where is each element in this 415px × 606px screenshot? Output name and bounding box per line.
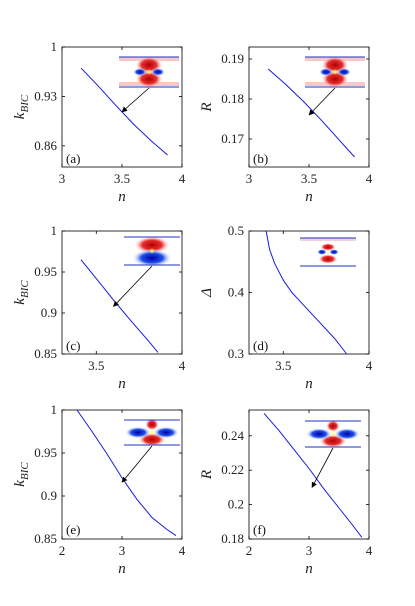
- panel-c: 3.5 4 0.85 0.9 0.95 1 n kBIC (c): [12, 223, 186, 392]
- field-map: [119, 56, 179, 88]
- x-axis-label: n: [118, 561, 126, 577]
- x-tick-label: 4: [179, 358, 186, 373]
- x-tick-label: 3: [306, 543, 313, 558]
- panel-label: (d): [253, 338, 268, 353]
- annotation-arrow: [311, 447, 334, 488]
- field-map: [300, 238, 356, 264]
- y-tick-label: 0.18: [221, 531, 244, 546]
- x-tick-label: 4: [366, 543, 373, 558]
- panel-a: 3 3.5 4 0.86 0.93 1 n kBIC (a): [12, 39, 186, 205]
- y-tick-label: 0.95: [34, 264, 57, 279]
- field-map: [132, 236, 172, 266]
- y-tick-label: 0.9: [41, 488, 57, 503]
- y-tick-label: 1: [51, 39, 58, 54]
- x-axis-label: n: [305, 189, 313, 205]
- y-tick-label: 0.85: [34, 531, 57, 546]
- x-tick-label: 4: [179, 543, 186, 558]
- y-tick-label: 0.2: [228, 497, 244, 512]
- x-tick-label: 3.5: [301, 171, 317, 186]
- panel-label: (c): [66, 338, 80, 353]
- x-tick-label: 2: [59, 543, 66, 558]
- panel-label: (a): [66, 151, 80, 166]
- x-tick-label: 3: [59, 171, 66, 186]
- series-line: [76, 409, 177, 537]
- annotation-arrow: [308, 87, 336, 116]
- y-tick-label: 0.93: [34, 88, 57, 103]
- y-tick-label: 0.22: [221, 462, 244, 477]
- y-tick-label: 1: [51, 402, 58, 417]
- x-tick-label: 4: [366, 171, 373, 186]
- x-axis-label: n: [118, 376, 126, 392]
- x-tick-label: 3: [246, 171, 253, 186]
- annotation-arrow: [121, 445, 153, 483]
- y-tick-label: 1: [51, 223, 58, 238]
- series-line: [80, 259, 159, 353]
- x-tick-label: 4: [179, 171, 186, 186]
- y-tick-label: 0.9: [41, 305, 57, 320]
- x-axis-label: n: [305, 376, 313, 392]
- panel-label: (e): [66, 522, 80, 537]
- x-tick-label: 3.5: [114, 171, 130, 186]
- y-axis-label: kBIC: [12, 94, 31, 119]
- panel-b: 3 3.5 4 0.17 0.18 0.19 n R (b): [199, 46, 373, 205]
- x-axis-label: n: [305, 561, 313, 577]
- y-tick-label: 0.5: [228, 223, 244, 238]
- series-line: [80, 67, 168, 156]
- y-tick-label: 0.85: [34, 346, 57, 361]
- annotation-arrow: [113, 265, 153, 307]
- y-tick-label: 0.3: [228, 346, 244, 361]
- y-axis-label: kBIC: [12, 280, 31, 305]
- axes-frame: [61, 230, 183, 355]
- field-map: [125, 419, 179, 446]
- x-tick-label: 2: [246, 543, 253, 558]
- panel-d: 3.5 4 0.3 0.4 0.5 n Δ (d): [199, 223, 373, 392]
- y-tick-label: 0.24: [221, 428, 244, 443]
- y-tick-label: 0.19: [221, 51, 244, 66]
- field-map: [306, 420, 360, 448]
- panel-label: (b): [253, 151, 268, 166]
- y-axis-label: R: [199, 102, 215, 112]
- panel-e: 2 3 4 0.85 0.9 0.95 1 n kBIC (e): [12, 402, 186, 577]
- y-tick-label: 0.18: [221, 91, 244, 106]
- y-tick-label: 0.86: [34, 138, 57, 153]
- y-axis-label: kBIC: [12, 462, 31, 487]
- x-tick-label: 3.5: [88, 358, 104, 373]
- y-tick-label: 0.95: [34, 445, 57, 460]
- series-line: [265, 230, 348, 355]
- panel-f: 2 3 4 0.18 0.2 0.22 0.24 n R (f): [199, 409, 373, 577]
- y-axis-label: R: [199, 470, 215, 480]
- x-tick-label: 3: [119, 543, 126, 558]
- x-tick-label: 3.5: [275, 358, 291, 373]
- y-tick-label: 0.17: [221, 131, 244, 146]
- field-map: [305, 56, 365, 88]
- annotation-arrow: [121, 87, 150, 113]
- x-axis-label: n: [118, 189, 126, 205]
- y-tick-label: 0.4: [228, 285, 245, 300]
- x-tick-label: 4: [366, 358, 373, 373]
- y-axis-label: Δ: [199, 288, 215, 298]
- panel-label: (f): [253, 522, 266, 537]
